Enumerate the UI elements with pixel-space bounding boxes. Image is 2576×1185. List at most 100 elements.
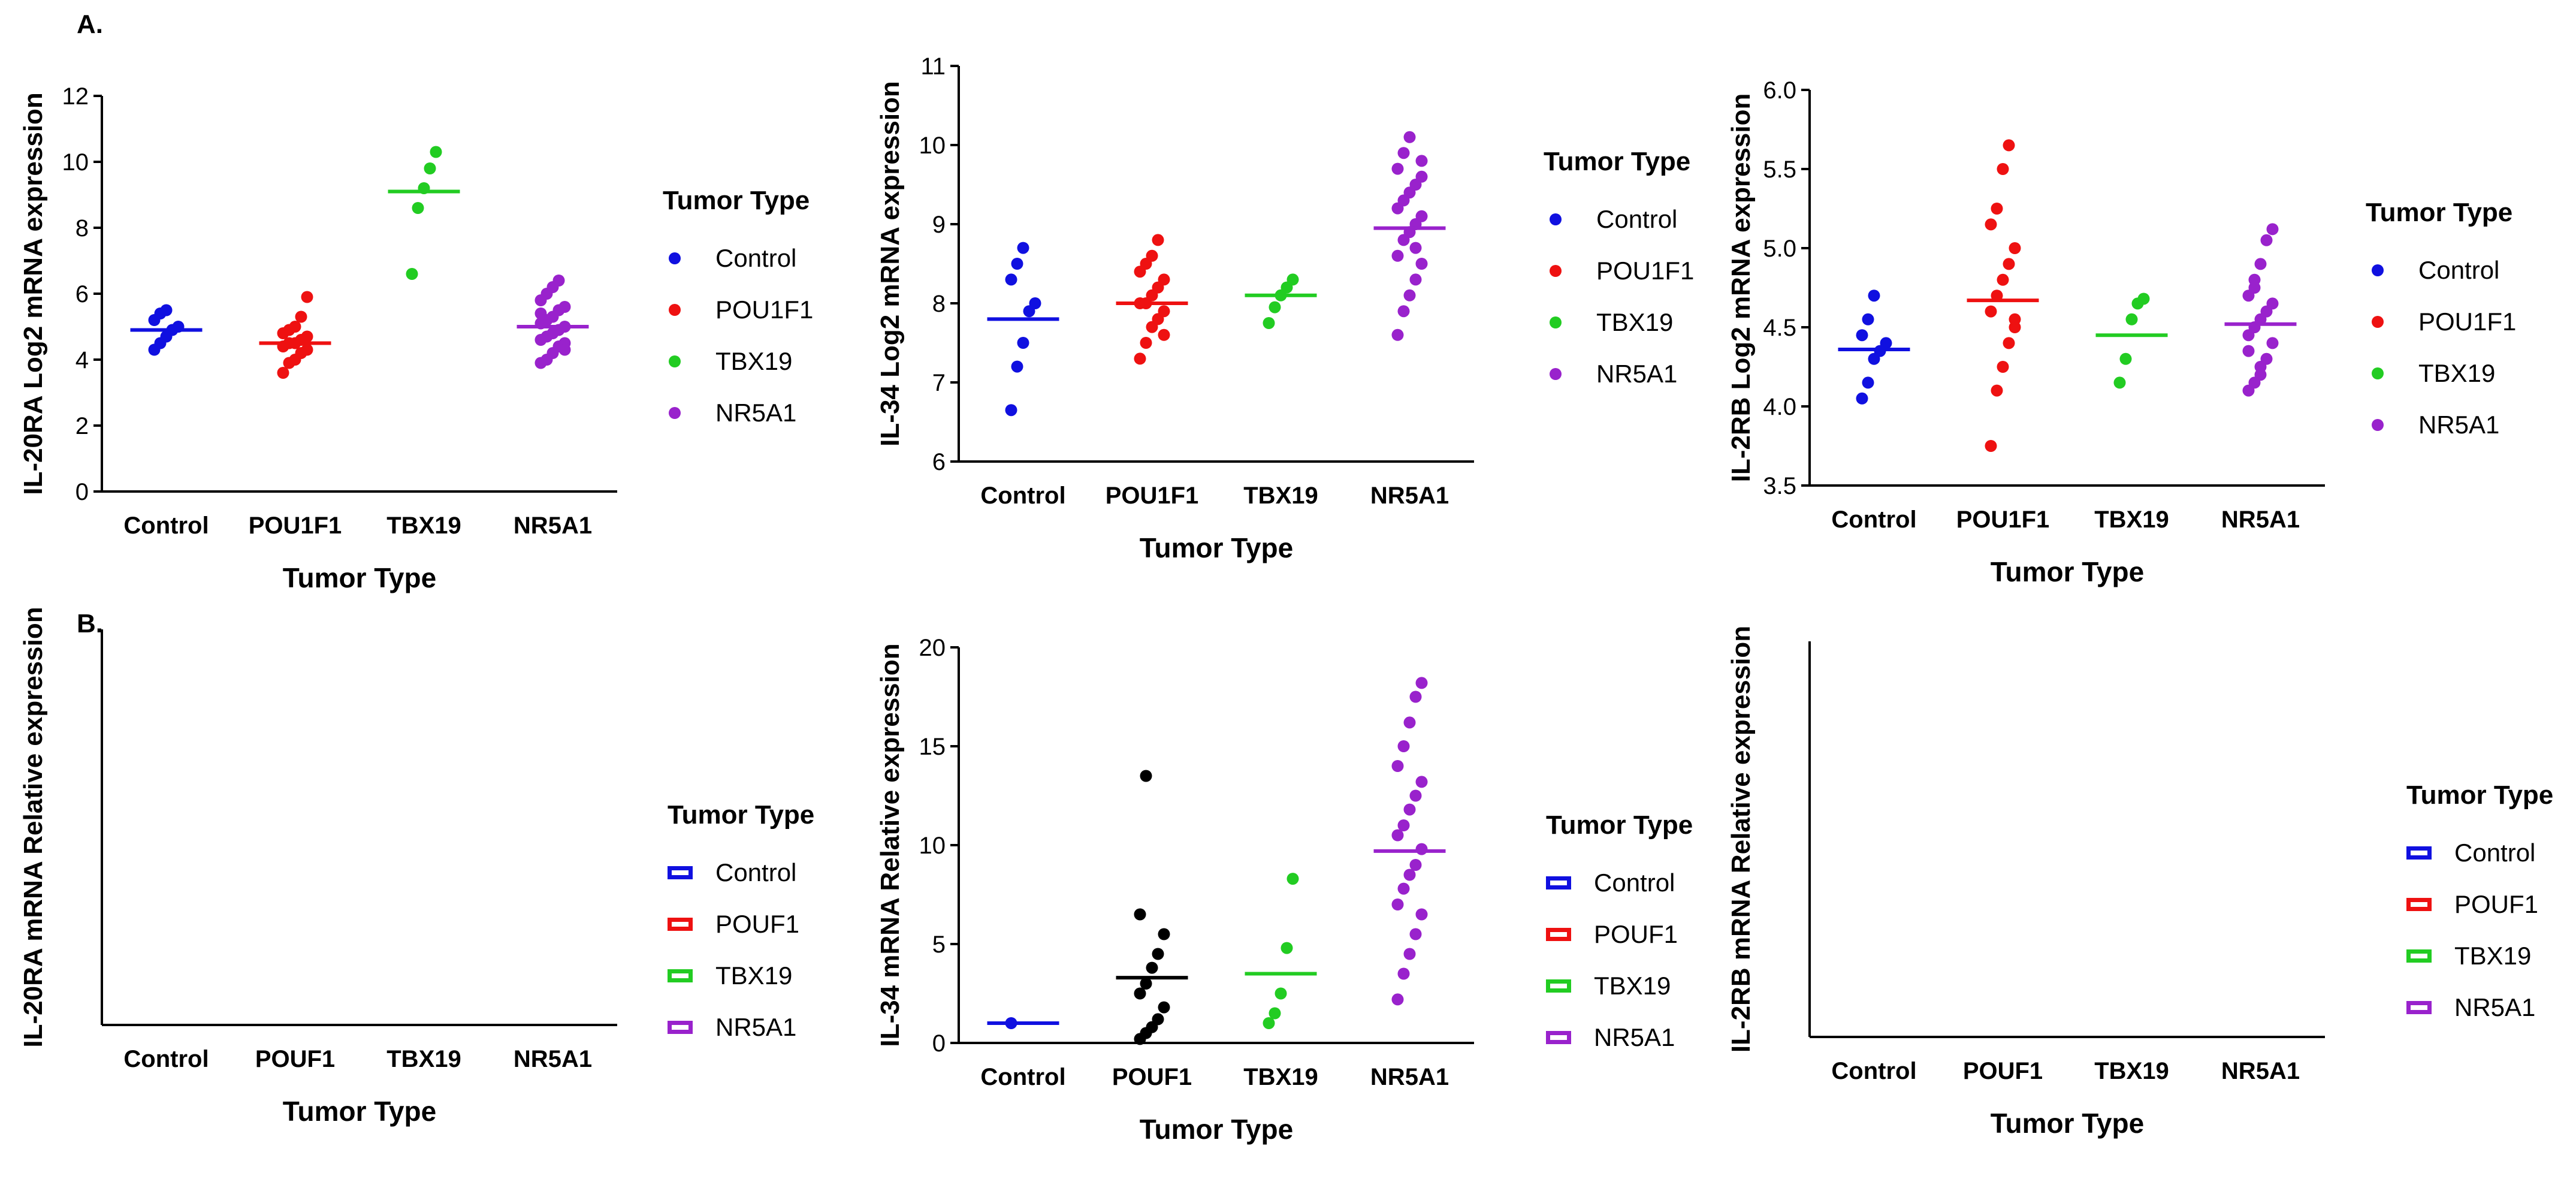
data-point xyxy=(1415,908,1428,921)
data-point xyxy=(277,367,289,379)
y-tick-label: 9 xyxy=(932,212,946,238)
data-point xyxy=(1269,301,1281,313)
legend-item-control: Control xyxy=(2366,245,2516,296)
data-point xyxy=(2119,352,2132,365)
legend-title: Tumor Type xyxy=(1544,147,1691,176)
legend-label: Control xyxy=(1594,869,1675,897)
data-point xyxy=(1152,234,1164,246)
y-tick-label: 3.5 xyxy=(1763,473,1796,499)
data-point xyxy=(1146,249,1158,262)
x-axis-title: Tumor Type xyxy=(283,562,436,593)
data-point xyxy=(1011,258,1023,270)
x-tick-label: NR5A1 xyxy=(1370,483,1449,509)
data-point xyxy=(1397,147,1410,159)
legend-marker xyxy=(1546,928,1571,941)
x-tick-label: TBX19 xyxy=(1243,1064,1318,1090)
data-point xyxy=(424,162,436,174)
x-tick-label: TBX19 xyxy=(1243,483,1318,509)
x-tick-label: Control xyxy=(123,512,209,539)
y-tick-label: 12 xyxy=(62,83,89,110)
legend-title: Tumor Type xyxy=(2366,198,2513,227)
data-point xyxy=(1391,993,1404,1006)
y-tick-label: 11 xyxy=(920,53,946,80)
data-point xyxy=(1856,329,1868,342)
data-point xyxy=(2266,337,2279,349)
data-point xyxy=(552,275,565,287)
y-tick-label: 6.0 xyxy=(1763,77,1796,104)
legend-marker xyxy=(1550,213,1562,225)
legend-marker xyxy=(669,304,681,316)
data-point xyxy=(1862,313,1874,325)
x-tick-label: POU1F1 xyxy=(1106,483,1199,509)
legend-bottom-1: Tumor Type Control POUF1 TBX19 NR5A1 xyxy=(668,800,814,1053)
legend-label: TBX19 xyxy=(1594,972,1671,1000)
legend-marker xyxy=(1546,876,1571,889)
chart-il20ra-log2: 0 2 4 6 8 10 12 Control POU1F1 TBX19 NR5A1 Tumor Ty… xyxy=(19,83,617,593)
data-point xyxy=(1985,218,1997,231)
x-tick-label: NR5A1 xyxy=(514,512,592,539)
data-point xyxy=(1391,829,1404,842)
legend-item-nr5a1: NR5A1 xyxy=(2406,982,2553,1033)
data-point xyxy=(2248,282,2261,294)
data-point xyxy=(1415,677,1428,689)
panel-label-a: A. xyxy=(77,10,103,39)
y-tick-label: 7 xyxy=(932,370,946,396)
legend-marker xyxy=(668,1021,693,1034)
legend-label: NR5A1 xyxy=(715,399,797,427)
legend-bottom-2: Tumor Type Control POUF1 TBX19 NR5A1 xyxy=(1546,810,1693,1063)
y-tick-label: 8 xyxy=(932,291,946,317)
legend-label: Control xyxy=(715,858,797,887)
legend-label: TBX19 xyxy=(1596,308,1674,336)
legend-item-nr5a1: NR5A1 xyxy=(2366,399,2516,451)
x-tick-label: NR5A1 xyxy=(2221,506,2300,533)
data-point xyxy=(2254,369,2267,381)
data-point xyxy=(2009,313,2021,325)
data-point xyxy=(1152,1013,1164,1026)
legend-marker xyxy=(2372,264,2384,276)
data-point xyxy=(406,268,418,280)
data-point xyxy=(2003,258,2015,270)
data-point xyxy=(2003,337,2015,349)
legend-item-nr5a1: NR5A1 xyxy=(1546,1012,1693,1063)
legend-label: NR5A1 xyxy=(1596,360,1678,388)
x-tick-label: Control xyxy=(980,1064,1065,1090)
data-point xyxy=(1263,317,1275,329)
legend-label: Control xyxy=(1596,205,1678,233)
x-tick-label: POU1F1 xyxy=(249,512,342,539)
legend-item-pouf1: POUF1 xyxy=(2406,879,2553,930)
data-point xyxy=(1403,131,1416,143)
legend-top-3: Tumor Type Control POU1F1 TBX19 NR5A1 xyxy=(2366,198,2516,451)
data-point xyxy=(1146,961,1158,974)
legend-marker xyxy=(668,969,693,982)
data-point xyxy=(1391,162,1404,175)
legend-label: POUF1 xyxy=(715,910,800,938)
legend-marker xyxy=(2372,419,2384,431)
legend-label: POU1F1 xyxy=(2418,307,2517,336)
data-point xyxy=(1391,898,1404,910)
data-point xyxy=(301,291,313,303)
data-point xyxy=(2260,352,2273,365)
y-tick-label: 10 xyxy=(62,149,89,176)
legend-label: POUF1 xyxy=(2454,890,2539,918)
legend-marker xyxy=(2372,316,2384,328)
legend-label: TBX19 xyxy=(2454,942,2532,970)
data-point xyxy=(1409,789,1422,802)
y-tick-label: 4.0 xyxy=(1763,394,1796,420)
data-point xyxy=(1397,967,1410,980)
x-tick-label: TBX19 xyxy=(2094,506,2169,533)
data-point xyxy=(1140,770,1152,782)
data-point xyxy=(1158,928,1170,940)
legend-item-tbx19: TBX19 xyxy=(668,950,814,1002)
legend-item-tbx19: TBX19 xyxy=(2366,348,2516,399)
data-point xyxy=(1856,392,1868,405)
x-tick-label: TBX19 xyxy=(386,512,461,539)
data-point xyxy=(1409,242,1422,254)
legend-marker xyxy=(668,918,693,931)
data-point xyxy=(1415,155,1428,167)
data-point xyxy=(1134,908,1146,921)
x-tick-label: POU1F1 xyxy=(1956,506,2050,533)
legend-label: NR5A1 xyxy=(715,1013,797,1041)
data-point xyxy=(1158,1001,1170,1014)
chart-il34-log2: 6 7 8 9 10 11 Control POU1F1 TBX19 NR5A1 Tumor Typ… xyxy=(875,53,1474,563)
x-axis-title: Tumor Type xyxy=(283,1096,436,1127)
